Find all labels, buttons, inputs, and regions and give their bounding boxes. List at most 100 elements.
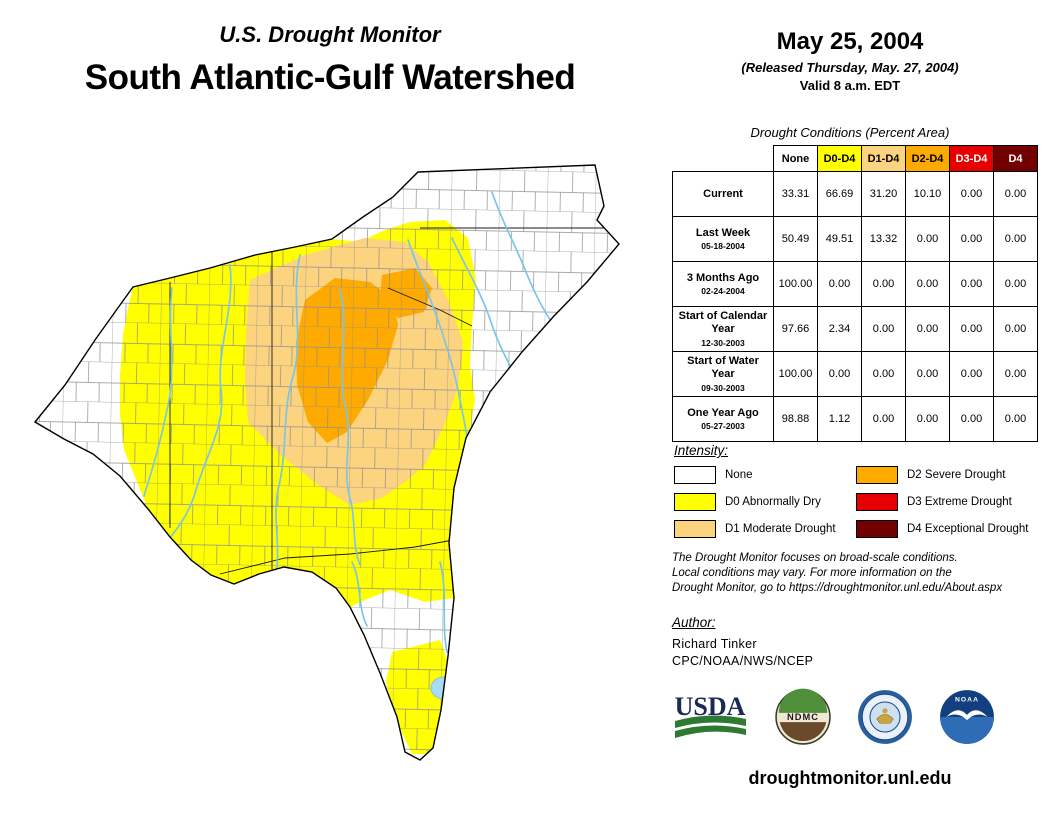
table-row-current: Current 33.31 66.69 31.20 10.10 0.00 0.0… [672, 171, 1038, 217]
row-label: Start of Water Year 09-30-2003 [672, 351, 774, 397]
legend-label-none: None [725, 469, 753, 481]
legend-label-d1: D1 Moderate Drought [725, 523, 836, 535]
value-cell: 0.00 [905, 306, 950, 352]
value-cell: 66.69 [817, 171, 862, 217]
value-cell: 10.10 [905, 171, 950, 217]
value-cell: 100.00 [773, 351, 818, 397]
drought-conditions-table: None D0-D4 D1-D4 D2-D4 D3-D4 D4 Current … [672, 145, 1038, 442]
legend-item-d0: D0 Abnormally Dry [674, 493, 856, 511]
disclaimer-line: The Drought Monitor focuses on broad-sca… [672, 552, 958, 564]
legend-swatch-d0 [674, 493, 716, 511]
value-cell: 0.00 [949, 306, 994, 352]
legend-label-d2: D2 Severe Drought [907, 469, 1006, 481]
noaa-logo: NOAA [940, 690, 994, 744]
valid-time: Valid 8 a.m. EDT [799, 78, 901, 93]
value-cell: 0.00 [861, 351, 906, 397]
value-cell: 0.00 [949, 216, 994, 262]
legend-label-d0: D0 Abnormally Dry [725, 496, 821, 508]
value-cell: 0.00 [817, 261, 862, 307]
legend-swatch-d1 [674, 520, 716, 538]
legend-label-d4: D4 Exceptional Drought [907, 523, 1029, 535]
value-cell: 0.00 [993, 351, 1038, 397]
value-cell: 0.00 [949, 171, 994, 217]
column-header-d4: D4 [993, 145, 1038, 172]
value-cell: 0.00 [817, 351, 862, 397]
disclaimer-line: Drought Monitor, go to https://droughtmo… [672, 582, 1003, 595]
value-cell: 0.00 [949, 396, 994, 442]
disclaimer: The Drought Monitor focuses on broad-sca… [672, 551, 1044, 597]
drought-map [20, 160, 668, 812]
row-label: Start of Calendar Year 12-30-2003 [672, 306, 774, 352]
value-cell: 49.51 [817, 216, 862, 262]
value-cell: 100.00 [773, 261, 818, 307]
row-label: Last Week 05-18-2004 [672, 216, 774, 262]
region-title: South Atlantic-Gulf Watershed [84, 58, 576, 97]
value-cell: 0.00 [905, 261, 950, 307]
table-corner-cell [673, 146, 774, 172]
legend-item-d2: D2 Severe Drought [856, 466, 1034, 484]
table-caption: Drought Conditions (Percent Area) [750, 125, 950, 140]
watershed-boundary [33, 164, 620, 761]
value-cell: 0.00 [993, 396, 1038, 442]
value-cell: 2.34 [817, 306, 862, 352]
table-row-last-week: Last Week 05-18-2004 50.49 49.51 13.32 0.… [672, 216, 1038, 262]
watershed-map-svg [33, 164, 620, 761]
legend-label-d3: D3 Extreme Drought [907, 496, 1012, 508]
value-cell: 0.00 [993, 216, 1038, 262]
value-cell: 97.66 [773, 306, 818, 352]
author-title: Author: [672, 615, 716, 630]
table-row-one-year-ago: One Year Ago 05-27-2003 98.88 1.12 0.00 0… [672, 396, 1038, 442]
value-cell: 33.31 [773, 171, 818, 217]
author-org: CPC/NOAA/NWS/NCEP [672, 654, 814, 668]
value-cell: 98.88 [773, 396, 818, 442]
value-cell: 31.20 [861, 171, 906, 217]
legend-swatch-d2 [856, 466, 898, 484]
date-block: May 25, 2004 (Released Thursday, May. 27… [668, 28, 1032, 93]
value-cell: 0.00 [905, 216, 950, 262]
row-label: One Year Ago 05-27-2003 [672, 396, 774, 442]
commerce-seal-logo [858, 690, 912, 744]
legend-item-d1: D1 Moderate Drought [674, 520, 856, 538]
value-cell: 0.00 [949, 261, 994, 307]
column-header-d1-d4: D1-D4 [861, 145, 906, 172]
legend-title: Intensity: [674, 443, 729, 458]
value-cell: 13.32 [861, 216, 906, 262]
legend-item-none: None [674, 466, 856, 484]
row-label: Current [672, 171, 774, 217]
map-date: May 25, 2004 [776, 28, 924, 55]
legend-swatch-none [674, 466, 716, 484]
value-cell: 50.49 [773, 216, 818, 262]
ndmc-logo: NDMC [775, 688, 831, 745]
value-cell: 1.12 [817, 396, 862, 442]
row-label: 3 Months Ago 02-24-2004 [672, 261, 774, 307]
disclaimer-line: Local conditions may vary. For more info… [672, 567, 952, 580]
intensity-legend: Intensity: None D2 Severe Drought D0 Abn… [674, 443, 1034, 538]
legend-swatch-d3 [856, 493, 898, 511]
report-title: U.S. Drought Monitor [219, 22, 441, 47]
column-header-none: None [773, 145, 818, 172]
release-date: (Released Thursday, May. 27, 2004) [741, 60, 959, 75]
value-cell: 0.00 [905, 396, 950, 442]
table-row-start-of-calendar-year: Start of Calendar Year 12-30-2003 97.66 2… [672, 306, 1038, 352]
county-lines [35, 165, 619, 760]
value-cell: 0.00 [861, 306, 906, 352]
value-cell: 0.00 [861, 261, 906, 307]
column-header-d2-d4: D2-D4 [905, 145, 950, 172]
author-block: Author: Richard Tinker CPC/NOAA/NWS/NCEP [672, 615, 813, 668]
value-cell: 0.00 [993, 306, 1038, 352]
value-cell: 0.00 [861, 396, 906, 442]
noaa-logo-text: NOAA [955, 696, 979, 703]
footer-url: droughtmonitor.unl.edu [748, 768, 952, 788]
legend-item-d3: D3 Extreme Drought [856, 493, 1034, 511]
value-cell: 0.00 [905, 351, 950, 397]
agency-logos: USDA NDMC NOAA [670, 688, 1030, 746]
legend-grid: None D2 Severe Drought D0 Abnormally Dry… [674, 466, 1034, 538]
value-cell: 0.00 [993, 261, 1038, 307]
table-row-start-of-water-year: Start of Water Year 09-30-2003 100.00 0.0… [672, 351, 1038, 397]
value-cell: 0.00 [949, 351, 994, 397]
table-header-row: None D0-D4 D1-D4 D2-D4 D3-D4 D4 [673, 145, 1038, 172]
column-header-d3-d4: D3-D4 [949, 145, 994, 172]
usda-logo: USDA [675, 692, 746, 738]
value-cell: 0.00 [993, 171, 1038, 217]
